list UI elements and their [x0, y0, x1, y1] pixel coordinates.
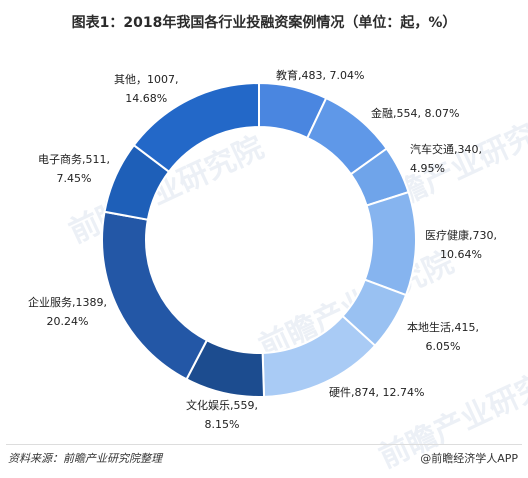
label-enterprise: 企业服务,1389, 20.24%	[28, 296, 107, 328]
label-finance: 金融,554, 8.07%	[371, 107, 460, 120]
label-other: 其他，1007, 14.68%	[114, 73, 179, 105]
slice-7	[101, 210, 209, 381]
brand-note: @前瞻经济学人APP	[420, 452, 518, 465]
source-note: 资料来源：前瞻产业研究院整理	[8, 452, 162, 465]
label-auto: 汽车交通,340, 4.95%	[410, 143, 482, 175]
footer-divider	[6, 444, 522, 445]
slice-3	[363, 190, 417, 297]
label-hardware: 硬件,874, 12.74%	[329, 386, 425, 399]
label-medical: 医疗健康,730, 10.64%	[425, 229, 497, 261]
label-entertainment: 文化娱乐,559, 8.15%	[186, 399, 258, 431]
label-local-life: 本地生活,415, 6.05%	[407, 321, 479, 353]
label-ecommerce: 电子商务,511, 7.45%	[38, 153, 110, 185]
slice-9	[132, 81, 260, 174]
chart-title: 图表1：2018年我国各行业投融资案例情况（单位：起，%）	[71, 15, 457, 31]
label-education: 教育,483, 7.04%	[276, 69, 365, 82]
